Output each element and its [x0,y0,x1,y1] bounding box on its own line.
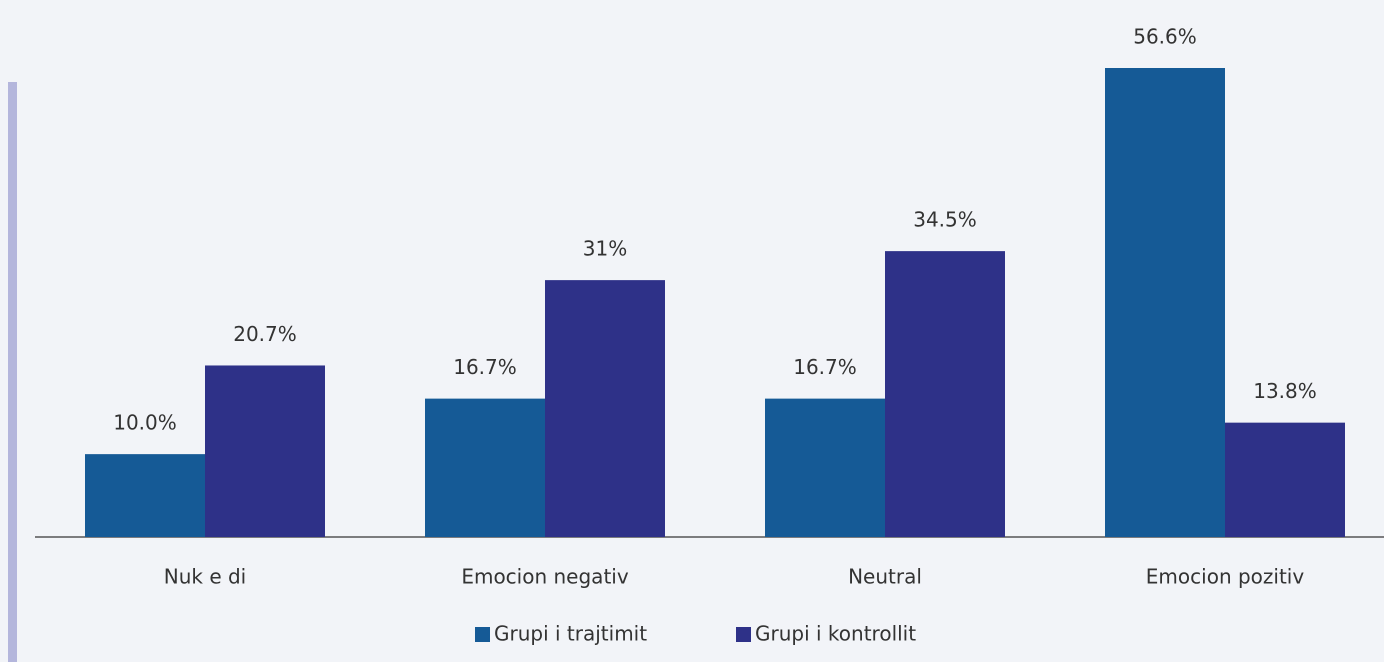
data-label: 34.5% [913,208,977,232]
legend-swatch [736,627,751,642]
data-label: 16.7% [793,355,857,379]
bar [205,365,325,537]
x-tick-label: Emocion pozitiv [1146,565,1305,589]
bar [425,398,545,537]
data-label: 10.0% [113,411,177,435]
bar [85,454,205,537]
data-label: 16.7% [453,355,517,379]
side-accent [8,82,17,662]
data-label: 56.6% [1133,25,1197,49]
x-tick-label: Neutral [848,565,922,589]
x-tick-label: Emocion negativ [461,565,629,589]
legend-swatch [475,627,490,642]
data-label: 13.8% [1253,379,1317,403]
data-label: 20.7% [233,322,297,346]
bar [885,251,1005,538]
bar [1105,68,1225,537]
bar [765,398,885,537]
data-label: 31% [583,237,627,261]
x-tick-label: Nuk e di [164,565,247,589]
bar [1225,422,1345,537]
bar [545,280,665,537]
legend-label: Grupi i trajtimit [494,622,647,646]
legend-label: Grupi i kontrollit [755,622,916,646]
